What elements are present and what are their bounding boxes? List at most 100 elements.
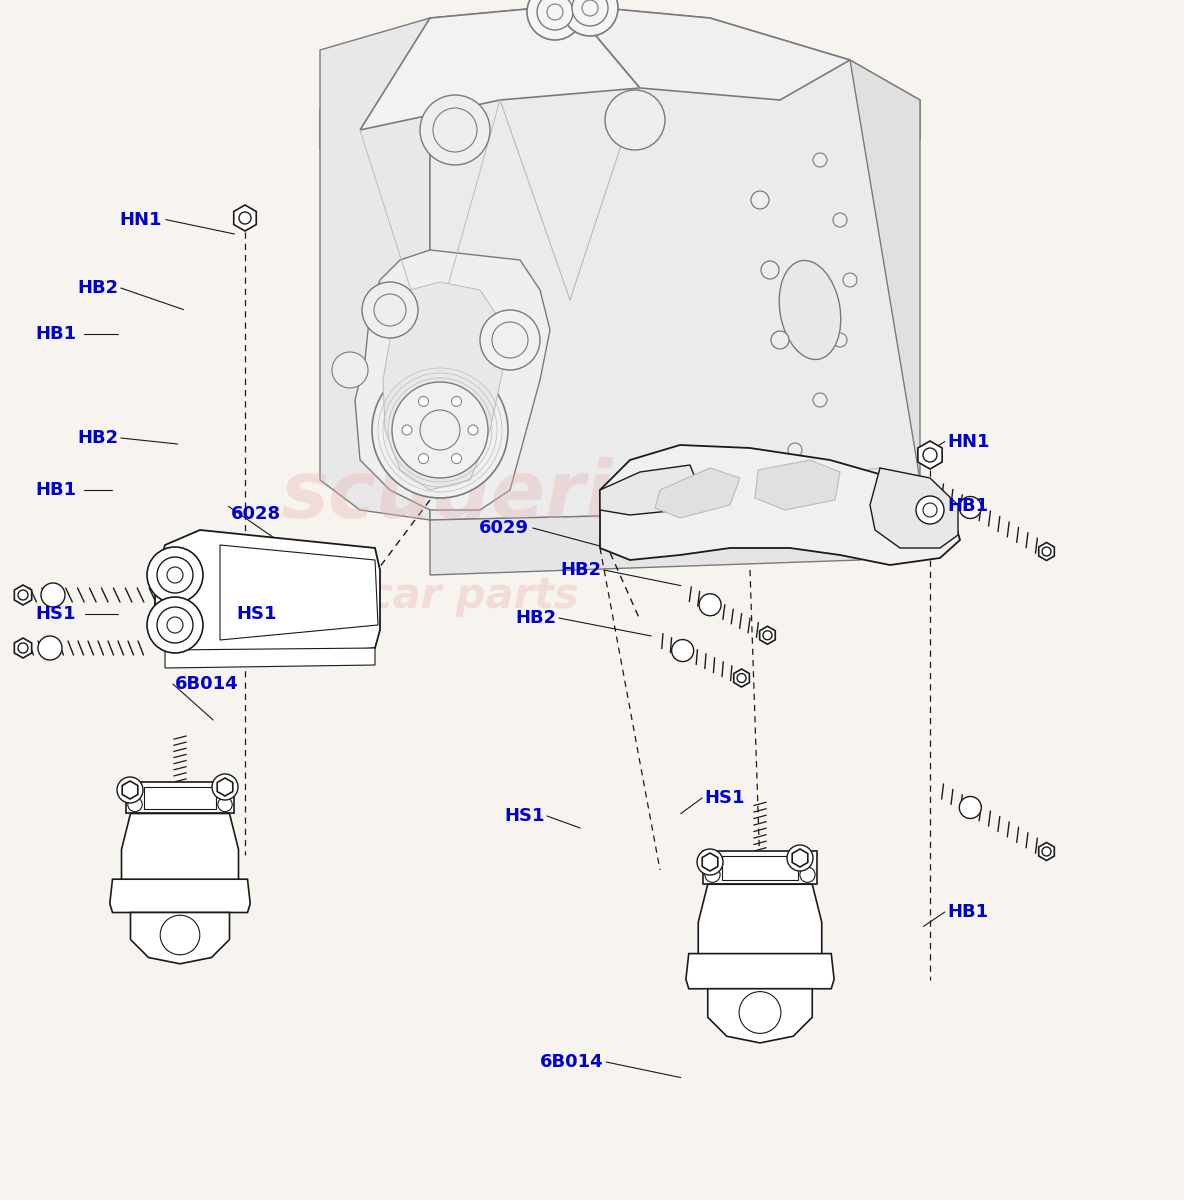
Text: 6029: 6029 [480, 518, 529, 538]
Circle shape [128, 797, 142, 811]
Circle shape [420, 95, 490, 164]
Polygon shape [320, 18, 430, 520]
Polygon shape [708, 989, 812, 1043]
Circle shape [699, 594, 721, 616]
Circle shape [1042, 547, 1051, 556]
Circle shape [41, 583, 65, 607]
Polygon shape [165, 648, 375, 668]
Polygon shape [570, 5, 850, 100]
Circle shape [18, 643, 28, 653]
Polygon shape [686, 954, 834, 989]
Circle shape [547, 4, 564, 20]
Circle shape [157, 557, 193, 593]
Circle shape [468, 425, 478, 434]
Polygon shape [600, 464, 700, 515]
Polygon shape [918, 440, 942, 469]
Polygon shape [1038, 842, 1054, 860]
Circle shape [959, 797, 982, 818]
Circle shape [167, 617, 184, 634]
Bar [722, 856, 798, 880]
Circle shape [924, 503, 937, 517]
Circle shape [147, 547, 202, 602]
Polygon shape [382, 282, 506, 490]
Circle shape [739, 991, 781, 1033]
Polygon shape [130, 912, 230, 964]
Bar [144, 786, 215, 809]
Text: HS1: HS1 [504, 808, 545, 826]
Circle shape [451, 396, 462, 407]
Text: HB1: HB1 [947, 497, 989, 516]
Circle shape [671, 640, 694, 661]
Circle shape [1042, 847, 1051, 856]
Circle shape [916, 496, 944, 524]
Text: HS1: HS1 [237, 605, 277, 624]
Circle shape [761, 260, 779, 278]
Circle shape [18, 590, 28, 600]
Polygon shape [122, 814, 238, 881]
Text: 6B014: 6B014 [175, 674, 239, 692]
Polygon shape [155, 530, 380, 665]
Polygon shape [792, 850, 807, 866]
Polygon shape [320, 5, 920, 150]
Circle shape [418, 454, 429, 463]
Circle shape [762, 631, 772, 640]
Text: HS1: HS1 [704, 790, 745, 806]
Text: HB2: HB2 [77, 428, 118, 446]
Polygon shape [734, 670, 749, 688]
Polygon shape [360, 5, 641, 130]
Circle shape [362, 282, 418, 338]
Circle shape [959, 497, 982, 518]
Polygon shape [110, 880, 250, 912]
Circle shape [420, 410, 461, 450]
Circle shape [787, 845, 813, 871]
Circle shape [38, 636, 62, 660]
Circle shape [697, 850, 723, 875]
Circle shape [771, 331, 789, 349]
Circle shape [493, 322, 528, 358]
Polygon shape [217, 778, 233, 796]
Circle shape [834, 214, 847, 227]
Circle shape [403, 425, 412, 434]
Polygon shape [355, 250, 551, 510]
Bar [126, 782, 234, 814]
Circle shape [751, 191, 768, 209]
Text: car parts: car parts [368, 575, 579, 617]
Circle shape [572, 0, 609, 26]
Circle shape [738, 673, 746, 683]
Circle shape [218, 797, 232, 811]
Circle shape [704, 868, 720, 882]
Polygon shape [755, 460, 839, 510]
Polygon shape [14, 584, 32, 605]
Circle shape [117, 778, 143, 803]
Circle shape [480, 310, 540, 370]
Circle shape [527, 0, 583, 40]
Bar [703, 851, 817, 884]
Circle shape [800, 868, 815, 882]
Text: HB1: HB1 [36, 480, 77, 498]
Circle shape [167, 566, 184, 583]
Polygon shape [760, 626, 776, 644]
Circle shape [451, 454, 462, 463]
Text: HS1: HS1 [36, 605, 76, 624]
Circle shape [374, 294, 406, 326]
Circle shape [843, 272, 857, 287]
Circle shape [212, 774, 238, 800]
Polygon shape [600, 445, 960, 565]
Polygon shape [220, 545, 378, 640]
Circle shape [239, 212, 251, 224]
Text: HB2: HB2 [515, 608, 556, 626]
Text: HB2: HB2 [560, 560, 601, 578]
Circle shape [157, 607, 193, 643]
Text: HN1: HN1 [947, 432, 990, 450]
Polygon shape [699, 884, 822, 955]
Circle shape [160, 916, 200, 955]
Circle shape [789, 443, 802, 457]
Polygon shape [655, 468, 740, 518]
Polygon shape [233, 205, 256, 230]
Circle shape [924, 448, 937, 462]
Polygon shape [14, 638, 32, 658]
Polygon shape [760, 60, 920, 510]
Text: 6028: 6028 [231, 504, 281, 523]
Text: HB1: HB1 [947, 902, 989, 922]
Circle shape [813, 392, 826, 407]
